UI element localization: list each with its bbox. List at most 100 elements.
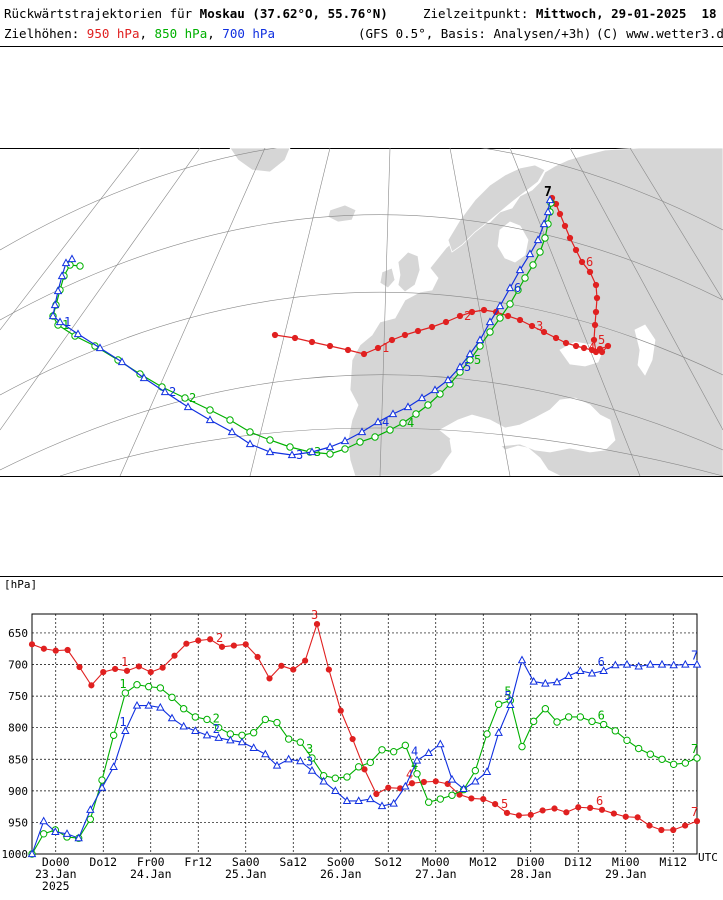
map-track-point [246,428,254,436]
data-point [634,814,641,821]
data-point [646,659,655,668]
map-land [229,148,723,476]
data-point [361,766,368,773]
title-left: Rückwärtstrajektorien für Moskau (37.62°… [4,6,388,21]
map-track-point [360,350,368,358]
model-info: (GFS 0.5°, Basis: Analysen/+3h) [358,26,592,41]
map-track-point [566,234,574,242]
data-point [529,717,538,726]
data-point [576,666,585,674]
data-point [121,689,130,697]
data-point [296,756,305,765]
map-track-point [371,433,379,441]
data-point [482,767,492,775]
data-point [448,791,456,799]
map-track-point [536,248,544,256]
map-track-label: 3 [314,445,321,459]
data-point [506,700,515,709]
map-track-point [226,416,234,424]
data-point [527,811,534,818]
map-track-point [590,336,598,344]
data-point [611,727,620,735]
data-point [575,804,582,811]
y-axis-label: [hPa] [4,578,37,591]
data-point [159,664,166,671]
data-point [563,809,570,816]
data-point [319,776,328,785]
data-point [432,778,439,785]
x-tick-label: Fr12 [184,855,212,869]
data-point [373,790,380,798]
map-track-point [480,306,488,314]
map-graticule [0,148,723,476]
map-track-point [57,271,67,280]
pressure-chart: [hPa] 650 700 750 800 850 900 950 1000 Do0023.J… [2,578,718,893]
y-tick-label: 650 [8,627,28,640]
data-point [623,736,631,745]
data-point [622,813,629,820]
data-point [62,829,72,837]
map-track-point [357,427,367,436]
map-track-point [496,314,504,322]
target-time: Mittwoch, 29-01-2025 [535,6,687,21]
map-track-point [515,265,525,274]
data-point [389,798,398,807]
map-track-label: 1 [382,341,389,355]
series-day-label: 2 [213,722,220,736]
data-point [669,760,678,769]
map-track-point [572,342,580,350]
map-track-point [181,394,189,402]
series-day-label: 6 [596,794,603,808]
map-track-point [580,344,588,352]
data-point [308,754,316,762]
levels-sep: , [139,26,155,41]
data-point [657,659,667,668]
data-point [587,804,594,811]
map-target-label: 7 [544,185,552,200]
data-point [179,721,188,730]
map-track-point [506,300,514,308]
data-point [296,738,305,746]
map-track-point [326,450,334,458]
data-point [646,750,655,758]
data-point [468,795,475,802]
map-track-point [403,402,413,411]
map-track-point [430,385,440,394]
map-track-point [388,336,396,344]
map-track-point [540,328,548,336]
y-tick-label: 850 [8,753,28,766]
map-track-point [468,308,476,316]
map-track-point [308,338,316,346]
data-point [377,801,387,810]
x-date-label: 23.Jan [35,867,77,881]
data-point [343,773,351,781]
map-track-950-hPa: 1 2 3 45 6 [271,194,612,358]
map-track-label: 2 [189,391,196,405]
x-date-label: 28.Jan [510,867,552,881]
data-point [494,728,503,736]
map-track-point [514,286,522,294]
series-day-label: 6 [598,709,605,723]
map-track-point [417,393,427,402]
copyright: (C) www.wetter3.de [596,26,723,41]
chart-top-border [0,576,723,577]
map-track-label: 5 [464,360,471,374]
x-date-label: 26.Jan [320,867,362,881]
x-tick-label: Di12 [564,855,592,869]
data-point [610,810,617,817]
data-point [564,671,573,679]
data-point [237,737,247,746]
map-track-point [341,445,349,453]
series-day-label: 1 [119,715,126,729]
series-day-label: 2 [213,712,220,726]
map-track-point [373,417,383,426]
data-point [412,755,422,764]
data-point [167,713,177,722]
data-point [378,746,386,754]
map-track-point [578,258,586,266]
data-point [76,663,83,671]
data-point [284,754,293,763]
data-point [28,641,36,648]
series-day-label: 7 [691,742,698,756]
